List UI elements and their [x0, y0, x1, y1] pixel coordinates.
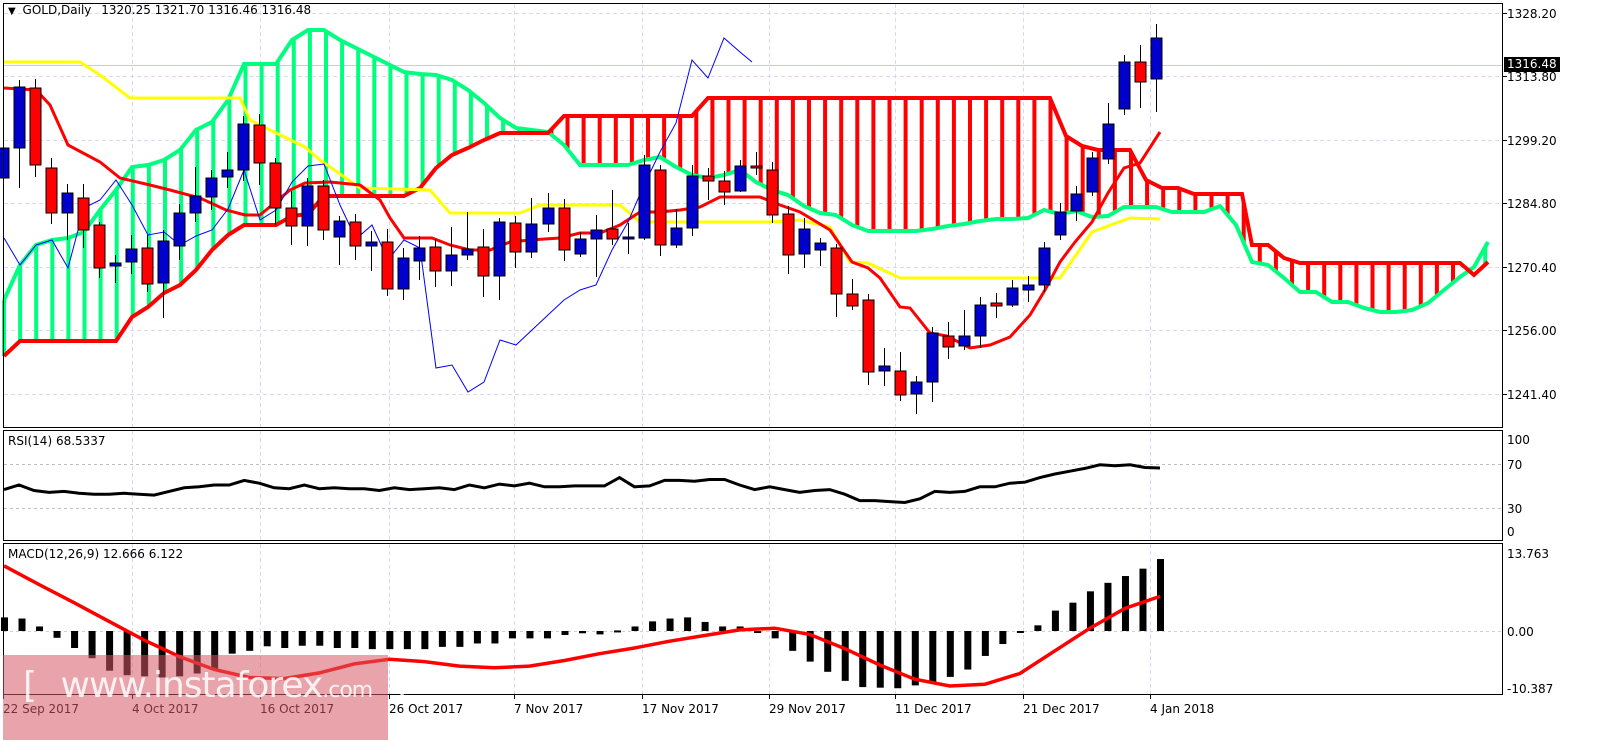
symbol-label: GOLD,Daily: [22, 3, 92, 17]
svg-text:0: 0: [1507, 525, 1515, 539]
svg-text:21 Dec 2017: 21 Dec 2017: [1023, 702, 1100, 716]
svg-text:0.00: 0.00: [1507, 625, 1534, 639]
watermark-open-bracket: [: [23, 665, 37, 706]
panel-frames: [3, 3, 1503, 695]
svg-text:13.763: 13.763: [1507, 547, 1549, 561]
price-axis: 1328.20 1313.80 1299.20 1284.80 1270.40 1256.…: [1503, 7, 1557, 402]
watermark-close-bracket: ]: [392, 665, 407, 706]
svg-text:17 Nov 2017: 17 Nov 2017: [642, 702, 719, 716]
svg-text:1256.00: 1256.00: [1507, 324, 1557, 338]
rsi-axis: 100 70 30 0: [1507, 433, 1530, 539]
watermark-domain: .com: [322, 678, 373, 703]
macd-label: MACD(12,26,9) 12.666 6.122: [8, 547, 184, 561]
svg-text:26 Oct 2017: 26 Oct 2017: [389, 702, 463, 716]
ohlc-values: 1320.25 1321.70 1316.46 1316.48: [101, 3, 312, 17]
svg-text:1313.80: 1313.80: [1507, 70, 1557, 84]
svg-text:1299.20: 1299.20: [1507, 134, 1557, 148]
watermark-site: www.instaforex: [60, 665, 324, 706]
svg-text:30: 30: [1507, 502, 1522, 516]
svg-text:-10.387: -10.387: [1507, 682, 1553, 696]
svg-text:100: 100: [1507, 433, 1530, 447]
svg-text:11 Dec 2017: 11 Dec 2017: [895, 702, 972, 716]
svg-text:1328.20: 1328.20: [1507, 7, 1557, 21]
rsi-panel: [3, 463, 1161, 505]
current-price-label: 1316.48: [1504, 57, 1560, 72]
candlesticks: [0, 24, 1163, 414]
svg-text:4 Jan 2018: 4 Jan 2018: [1150, 702, 1214, 716]
instaforex-watermark: [ www.instaforex.com ]: [3, 655, 407, 740]
svg-text:1270.40: 1270.40: [1507, 261, 1557, 275]
svg-text:70: 70: [1507, 458, 1522, 472]
svg-text:1284.80: 1284.80: [1507, 197, 1557, 211]
rsi-label: RSI(14) 68.5337: [8, 434, 106, 448]
triangle-down-icon[interactable]: ▼: [8, 6, 16, 17]
macd-axis: 13.763 0.00 -10.387: [1507, 547, 1553, 696]
svg-text:29 Nov 2017: 29 Nov 2017: [769, 702, 846, 716]
svg-text:7 Nov 2017: 7 Nov 2017: [514, 702, 583, 716]
chart-header: ▼ GOLD,Daily 1320.25 1321.70 1316.46 131…: [8, 3, 311, 17]
svg-text:1241.40: 1241.40: [1507, 388, 1557, 402]
